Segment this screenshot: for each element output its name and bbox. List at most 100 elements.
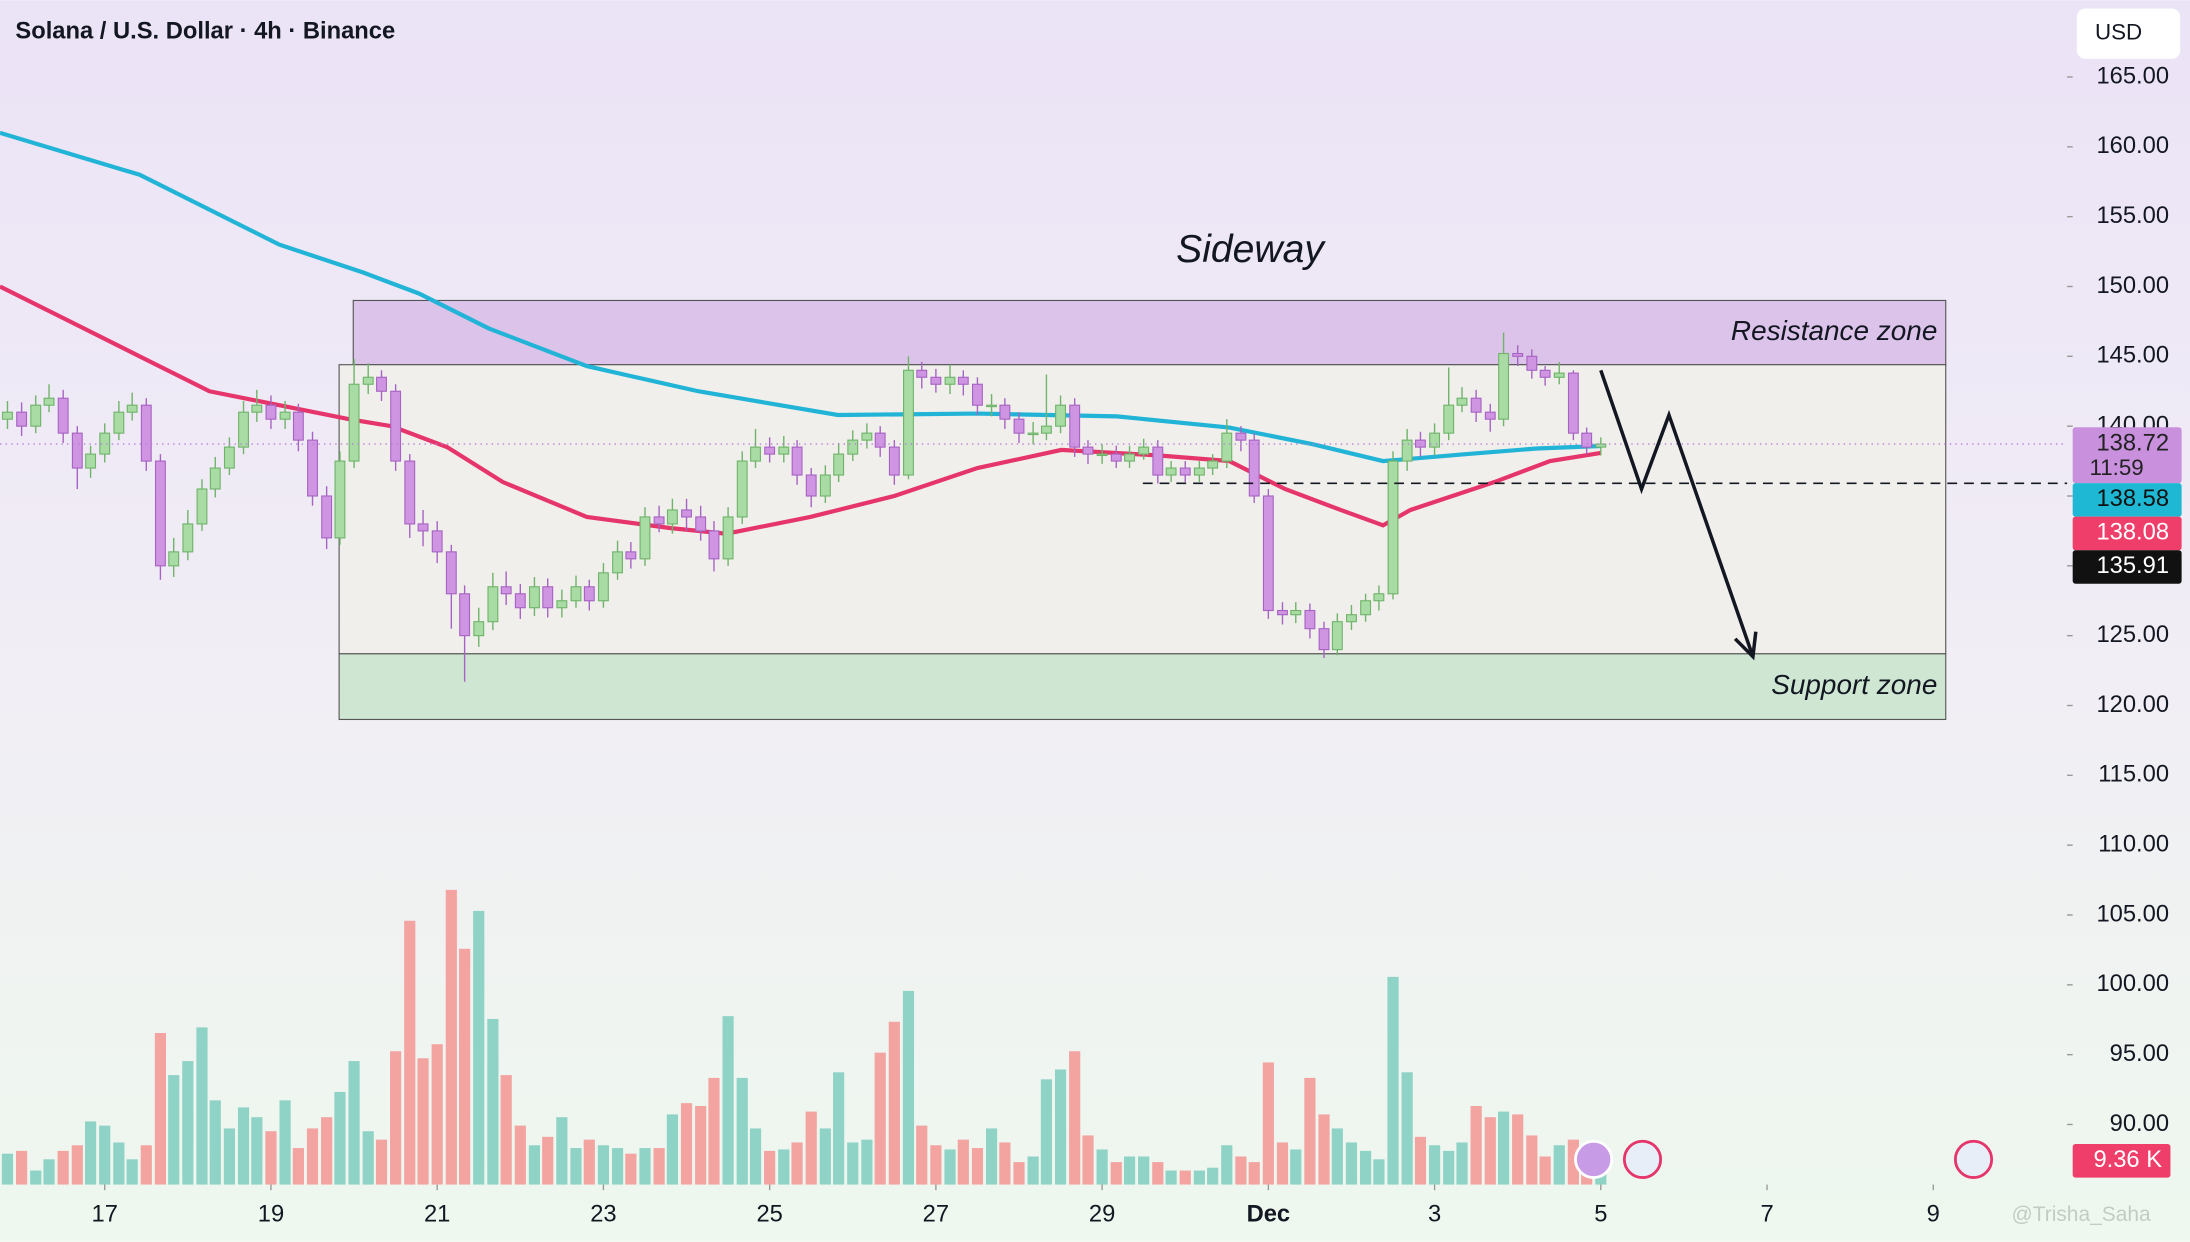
candle-body — [2, 411, 13, 420]
candles — [2, 332, 1607, 682]
currency-button[interactable] — [2076, 8, 2181, 59]
price-badge-label: 138.58 — [2096, 486, 2169, 512]
candle-body — [334, 460, 346, 539]
arrow-head — [1733, 631, 1758, 661]
candle-body — [500, 586, 512, 595]
y-tick-label: 165.00 — [2096, 63, 2169, 89]
volume-bar — [1248, 1162, 1260, 1185]
candle-body — [1040, 425, 1052, 434]
x-tick-label: 5 — [1594, 1202, 1607, 1228]
volume-bar — [1567, 1139, 1579, 1185]
volume-bar — [833, 1072, 845, 1185]
candle-body — [597, 572, 609, 602]
volume-bar — [514, 1125, 526, 1185]
candle-body — [722, 516, 734, 560]
volume-badge — [2072, 1144, 2171, 1178]
zone — [352, 299, 1947, 366]
volume-bar — [279, 1100, 291, 1185]
x-tick-label: 17 — [92, 1202, 118, 1228]
chart-title: Solana / U.S. Dollar · 4h · Binance — [15, 19, 395, 45]
candle-body — [750, 446, 761, 462]
candle-body — [805, 474, 817, 497]
candle-body — [514, 593, 526, 609]
candle-body — [182, 523, 194, 553]
volume-bar — [583, 1139, 595, 1185]
volume-bar — [1179, 1170, 1191, 1185]
volume-bar — [99, 1125, 111, 1185]
volume-bar — [306, 1128, 319, 1185]
volume-bar — [196, 1027, 208, 1185]
volume-bar — [957, 1139, 969, 1185]
volume-bar — [459, 948, 471, 1185]
event-icons — [1574, 1139, 1994, 1179]
candle-body — [612, 551, 623, 574]
candle-body — [1429, 432, 1441, 448]
volume-bar — [265, 1131, 277, 1185]
candle-body — [556, 600, 568, 609]
candle-body — [487, 586, 499, 623]
candle-body — [1526, 355, 1538, 371]
candle-body — [971, 383, 983, 406]
candle-body — [1484, 411, 1496, 420]
candle-body — [625, 551, 637, 560]
volume-bar — [1235, 1156, 1247, 1185]
candle-body — [1346, 614, 1357, 623]
candle-body — [30, 404, 42, 427]
icon[interactable] — [1622, 1139, 1663, 1179]
candle-body — [847, 439, 859, 455]
candle-body — [238, 411, 249, 448]
icon[interactable] — [1953, 1139, 1994, 1179]
price-badge-label: 138.08 — [2096, 520, 2169, 546]
volume-bar — [1276, 1142, 1289, 1185]
candle-body — [71, 432, 83, 469]
candle-body — [1595, 443, 1607, 448]
volume-bar — [487, 1018, 499, 1185]
candle-body — [916, 369, 928, 378]
currency-label[interactable]: USD — [2095, 20, 2142, 45]
volume-bar — [154, 1033, 167, 1185]
y-tick-label: 110.00 — [2098, 831, 2169, 857]
volume-bar — [736, 1077, 748, 1185]
candle-body — [874, 432, 886, 448]
candle-body — [1553, 372, 1565, 378]
candle-body — [1248, 439, 1260, 497]
price-badge — [2072, 550, 2182, 584]
volume-bar — [1414, 1136, 1427, 1185]
candle-body — [390, 390, 402, 462]
volume-bar — [1539, 1156, 1551, 1185]
candle-body — [1179, 467, 1191, 476]
candle-body — [957, 376, 969, 385]
x-tick-label: 27 — [923, 1202, 949, 1228]
candle-body — [1373, 593, 1385, 602]
volume-bar — [1387, 976, 1399, 1185]
candle-body — [140, 404, 152, 462]
candle-body — [986, 404, 998, 408]
volume-bar — [639, 1148, 651, 1185]
volume-bar — [556, 1117, 568, 1185]
x-tick-label: 29 — [1089, 1202, 1115, 1228]
candle-body — [1165, 467, 1177, 476]
candle-body — [1290, 609, 1302, 616]
volume-bar — [1207, 1167, 1219, 1185]
ma-line — [0, 284, 1602, 536]
volume-bar — [1318, 1114, 1330, 1185]
candle-body — [1152, 446, 1164, 476]
candle-body — [154, 460, 166, 567]
volume-bar — [1595, 1171, 1607, 1185]
x-tick-label: 7 — [1760, 1202, 1773, 1228]
volume-bar — [140, 1145, 152, 1185]
volume-bar — [695, 1105, 707, 1185]
watermark: @Trisha_Saha — [2011, 1203, 2151, 1226]
candle-body — [209, 467, 221, 490]
candle-body — [681, 509, 692, 518]
candle-body — [473, 621, 485, 637]
volume-bar — [528, 1145, 541, 1185]
candle-body — [764, 446, 776, 455]
candle-body — [307, 439, 318, 497]
volume-bar — [500, 1075, 512, 1185]
icon[interactable] — [1574, 1139, 1614, 1179]
candle-body — [542, 586, 554, 609]
candle-body — [1567, 372, 1579, 434]
volume-bar — [847, 1142, 859, 1185]
candle-body — [944, 376, 956, 385]
